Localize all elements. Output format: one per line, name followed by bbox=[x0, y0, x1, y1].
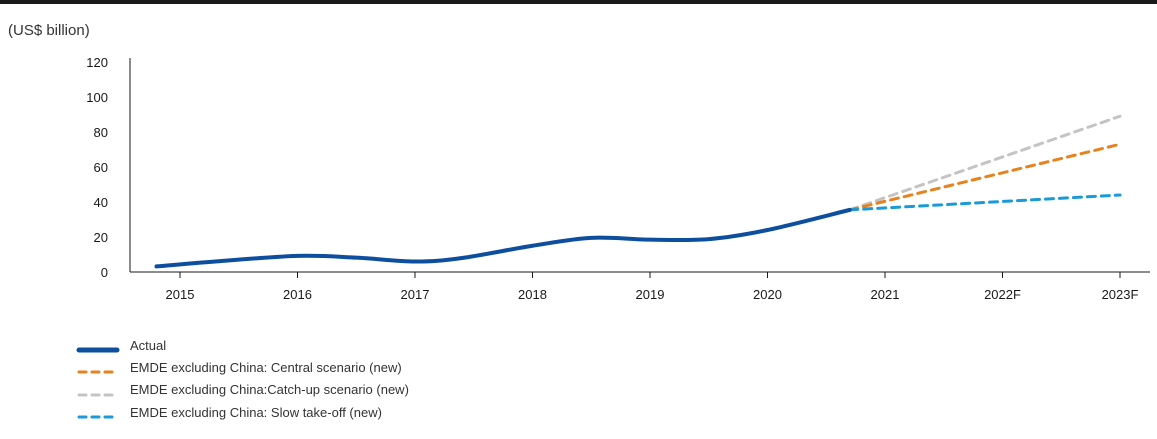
legend-label-slow: EMDE excluding China: Slow take-off (new… bbox=[130, 404, 382, 420]
series-catchup-line bbox=[848, 114, 1122, 212]
y-tick-label: 100 bbox=[86, 90, 108, 105]
legend-item-central: EMDE excluding China: Central scenario (… bbox=[76, 356, 409, 378]
legend-swatch-graphic bbox=[77, 370, 119, 374]
legend-label-catchup: EMDE excluding China:Catch-up scenario (… bbox=[130, 382, 409, 398]
y-tick-label: 120 bbox=[86, 55, 108, 70]
legend-swatch-slow bbox=[76, 408, 120, 419]
y-tick-label: 20 bbox=[94, 230, 108, 245]
x-tick-label: 2016 bbox=[283, 287, 312, 302]
legend-label-central: EMDE excluding China: Central scenario (… bbox=[130, 359, 402, 375]
legend-item-catchup: EMDE excluding China:Catch-up scenario (… bbox=[76, 379, 409, 401]
x-tick-label: 2018 bbox=[518, 287, 547, 302]
x-tick-label: 2023F bbox=[1102, 287, 1139, 302]
y-tick-label: 0 bbox=[101, 265, 108, 280]
legend-item-slow: EMDE excluding China: Slow take-off (new… bbox=[76, 401, 409, 423]
chart-legend: Actual EMDE excluding China: Central sce… bbox=[76, 334, 409, 423]
line-chart: 0 20 40 60 80 100 120 2015 2016 2017 2018 2019 2020 2… bbox=[86, 55, 1150, 302]
units-label: (US$ billion) bbox=[8, 22, 90, 39]
series-actual-line bbox=[154, 207, 852, 269]
x-tick-label: 2021 bbox=[871, 287, 900, 302]
legend-swatch-catchup bbox=[76, 386, 120, 397]
series-central-line bbox=[848, 142, 1122, 212]
chart-series bbox=[154, 114, 1122, 269]
legend-swatch-graphic bbox=[77, 393, 119, 397]
chart-axes bbox=[129, 58, 1150, 273]
x-tick-label: 2022F bbox=[984, 287, 1021, 302]
legend-swatch-graphic bbox=[77, 415, 119, 419]
legend-item-actual: Actual bbox=[76, 334, 409, 356]
y-tick-label: 80 bbox=[94, 125, 108, 140]
legend-label-actual: Actual bbox=[130, 337, 167, 353]
x-tick-label: 2020 bbox=[753, 287, 782, 302]
legend-swatch-central bbox=[76, 363, 120, 374]
chart-ticks: 0 20 40 60 80 100 120 2015 2016 2017 2018 2019 2020 2… bbox=[86, 55, 1138, 302]
x-tick-label: 2017 bbox=[401, 287, 430, 302]
top-rule bbox=[0, 0, 1157, 4]
x-tick-label: 2015 bbox=[166, 287, 195, 302]
series-slow-line bbox=[848, 193, 1122, 212]
legend-swatch-graphic bbox=[76, 347, 120, 353]
x-tick-label: 2019 bbox=[636, 287, 665, 302]
y-tick-label: 60 bbox=[94, 160, 108, 175]
y-tick-label: 40 bbox=[94, 195, 108, 210]
legend-swatch-actual bbox=[76, 341, 120, 353]
